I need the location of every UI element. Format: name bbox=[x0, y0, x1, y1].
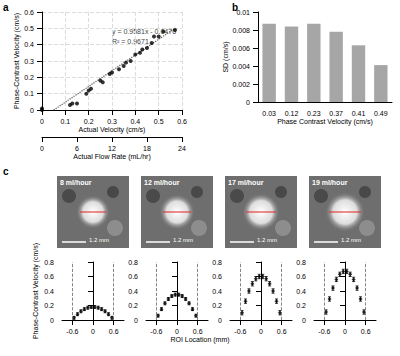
svg-text:b: b bbox=[232, 1, 239, 13]
svg-text:6: 6 bbox=[75, 145, 79, 152]
svg-text:0.6: 0.6 bbox=[277, 328, 287, 335]
svg-text:0: 0 bbox=[134, 317, 138, 324]
svg-text:0.4: 0.4 bbox=[44, 288, 54, 295]
svg-text:SD (cm/s): SD (cm/s) bbox=[222, 41, 230, 72]
svg-text:18: 18 bbox=[143, 145, 151, 152]
svg-text:0.8: 0.8 bbox=[44, 259, 54, 266]
svg-text:0.2: 0.2 bbox=[84, 118, 94, 125]
svg-text:0.6: 0.6 bbox=[212, 273, 222, 280]
svg-text:0.4: 0.4 bbox=[24, 41, 34, 48]
svg-text:0.6: 0.6 bbox=[296, 273, 306, 280]
svg-text:0.4: 0.4 bbox=[128, 288, 138, 295]
svg-text:0.2: 0.2 bbox=[128, 302, 138, 309]
svg-text:0.8: 0.8 bbox=[212, 259, 222, 266]
svg-text:0.8: 0.8 bbox=[296, 259, 306, 266]
svg-text:1.2 mm: 1.2 mm bbox=[257, 237, 277, 243]
svg-text:0.2: 0.2 bbox=[212, 302, 222, 309]
svg-text:0.12: 0.12 bbox=[285, 110, 299, 117]
svg-text:19 ml/hour: 19 ml/hour bbox=[312, 179, 348, 186]
svg-text:-0.6: -0.6 bbox=[66, 328, 78, 335]
svg-text:0: 0 bbox=[218, 317, 222, 324]
svg-text:0.03: 0.03 bbox=[262, 110, 276, 117]
svg-text:0: 0 bbox=[302, 317, 306, 324]
svg-text:12 ml/hour: 12 ml/hour bbox=[144, 179, 180, 186]
svg-text:0.1: 0.1 bbox=[24, 90, 34, 97]
svg-text:8 ml/hour: 8 ml/hour bbox=[60, 179, 92, 186]
svg-text:0: 0 bbox=[91, 328, 95, 335]
svg-text:Actual Velocity (cm/s): Actual Velocity (cm/s) bbox=[79, 126, 146, 134]
svg-text:1.2 mm: 1.2 mm bbox=[173, 237, 193, 243]
svg-text:Phase-Contrast Velocity (cm/s): Phase-Contrast Velocity (cm/s) bbox=[32, 243, 40, 339]
svg-text:0.2: 0.2 bbox=[44, 302, 54, 309]
svg-text:0.6: 0.6 bbox=[361, 328, 371, 335]
svg-text:0.41: 0.41 bbox=[352, 110, 366, 117]
svg-text:Actual Flow Rate (mL/hr): Actual Flow Rate (mL/hr) bbox=[73, 153, 150, 161]
svg-text:0: 0 bbox=[259, 328, 263, 335]
svg-text:0: 0 bbox=[30, 107, 34, 114]
svg-text:0.4: 0.4 bbox=[130, 118, 140, 125]
svg-text:0: 0 bbox=[343, 328, 347, 335]
svg-text:1.2 mm: 1.2 mm bbox=[341, 237, 361, 243]
svg-text:0: 0 bbox=[50, 317, 54, 324]
svg-text:1.2 mm: 1.2 mm bbox=[89, 237, 109, 243]
svg-text:0.3: 0.3 bbox=[24, 58, 34, 65]
svg-text:0: 0 bbox=[40, 145, 44, 152]
svg-text:0.006: 0.006 bbox=[232, 45, 250, 52]
svg-text:Phase Contrast Velocity (cm/s): Phase Contrast Velocity (cm/s) bbox=[277, 118, 373, 126]
svg-text:0: 0 bbox=[175, 328, 179, 335]
svg-text:-0.6: -0.6 bbox=[234, 328, 246, 335]
svg-text:0.6: 0.6 bbox=[177, 118, 187, 125]
svg-text:y = 0.9581x - 0.0476: y = 0.9581x - 0.0476 bbox=[112, 27, 176, 35]
svg-text:0: 0 bbox=[40, 118, 44, 125]
svg-text:0.8: 0.8 bbox=[128, 259, 138, 266]
svg-text:0.49: 0.49 bbox=[374, 110, 388, 117]
svg-text:0.4: 0.4 bbox=[212, 288, 222, 295]
svg-text:0.008: 0.008 bbox=[232, 27, 250, 34]
svg-text:0.6: 0.6 bbox=[44, 273, 54, 280]
svg-text:0.37: 0.37 bbox=[329, 110, 343, 117]
svg-text:0.23: 0.23 bbox=[307, 110, 321, 117]
svg-text:0.5: 0.5 bbox=[154, 118, 164, 125]
svg-text:-0.6: -0.6 bbox=[150, 328, 162, 335]
svg-text:0.6: 0.6 bbox=[109, 328, 119, 335]
svg-text:0.2: 0.2 bbox=[24, 74, 34, 81]
svg-text:0.01: 0.01 bbox=[236, 9, 250, 16]
svg-text:Phase-Contrast Velocity (cm/s): Phase-Contrast Velocity (cm/s) bbox=[13, 13, 21, 109]
svg-text:R² = 0.9671: R² = 0.9671 bbox=[112, 38, 149, 45]
svg-text:a: a bbox=[3, 2, 9, 13]
svg-text:24: 24 bbox=[178, 145, 186, 152]
svg-text:17 ml/hour: 17 ml/hour bbox=[228, 179, 264, 186]
svg-text:0.5: 0.5 bbox=[24, 25, 34, 32]
svg-text:0.1: 0.1 bbox=[60, 118, 70, 125]
svg-text:0.3: 0.3 bbox=[107, 118, 117, 125]
svg-text:0.2: 0.2 bbox=[296, 302, 306, 309]
svg-text:-0.6: -0.6 bbox=[318, 328, 330, 335]
svg-text:0.4: 0.4 bbox=[296, 288, 306, 295]
svg-text:0.6: 0.6 bbox=[128, 273, 138, 280]
svg-text:0.6: 0.6 bbox=[24, 9, 34, 16]
svg-text:c: c bbox=[3, 166, 9, 177]
svg-text:0: 0 bbox=[246, 99, 250, 106]
svg-text:0.6: 0.6 bbox=[193, 328, 203, 335]
svg-text:0.002: 0.002 bbox=[232, 81, 250, 88]
svg-text:ROI Location (mm): ROI Location (mm) bbox=[170, 336, 229, 344]
svg-text:0.004: 0.004 bbox=[232, 63, 250, 70]
svg-text:12: 12 bbox=[108, 145, 116, 152]
